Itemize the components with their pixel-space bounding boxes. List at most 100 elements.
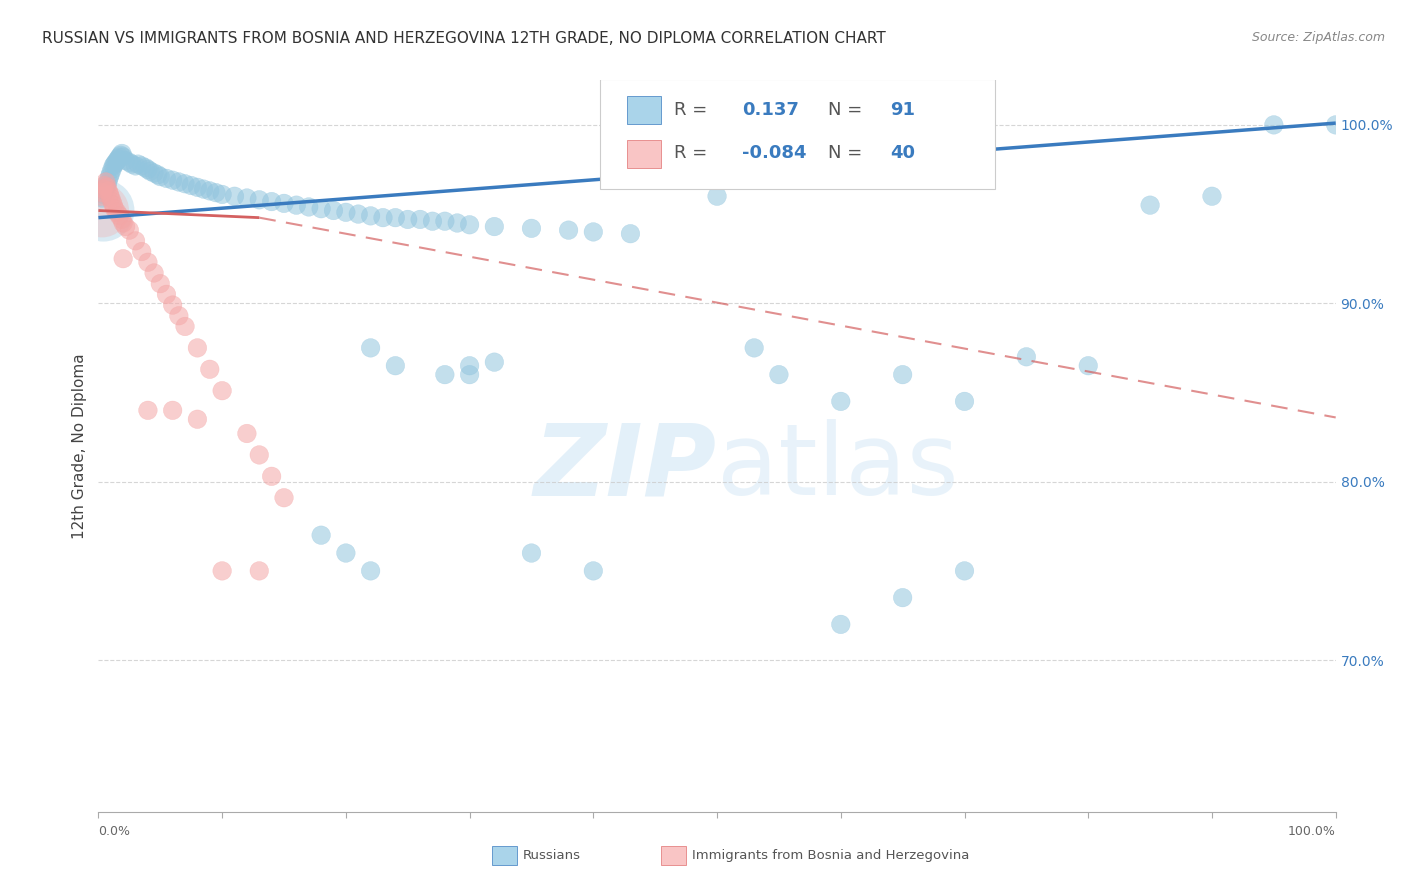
Text: Source: ZipAtlas.com: Source: ZipAtlas.com xyxy=(1251,31,1385,45)
Point xyxy=(91,191,114,205)
Point xyxy=(953,564,976,578)
Point xyxy=(174,177,197,191)
Point xyxy=(94,175,117,189)
Point xyxy=(198,362,221,376)
Point xyxy=(90,189,112,203)
Point xyxy=(143,166,166,180)
Point xyxy=(103,159,125,173)
Point xyxy=(260,469,283,483)
Point xyxy=(96,177,118,191)
Point xyxy=(520,221,543,235)
Point xyxy=(111,146,134,161)
Point xyxy=(309,528,332,542)
Text: -0.084: -0.084 xyxy=(742,145,806,162)
Point xyxy=(100,191,122,205)
Point xyxy=(360,209,382,223)
Point xyxy=(139,164,162,178)
Point xyxy=(458,359,481,373)
Point xyxy=(162,403,184,417)
Point xyxy=(186,341,208,355)
Point xyxy=(136,255,159,269)
Point xyxy=(112,216,135,230)
Point xyxy=(347,207,370,221)
Point xyxy=(1139,198,1161,212)
Point xyxy=(121,157,143,171)
Point xyxy=(458,218,481,232)
Point xyxy=(110,148,132,162)
Point xyxy=(98,169,121,184)
Point xyxy=(409,212,432,227)
Y-axis label: 12th Grade, No Diploma: 12th Grade, No Diploma xyxy=(72,353,87,539)
Point xyxy=(520,546,543,560)
Point xyxy=(131,159,153,173)
Text: ZIP: ZIP xyxy=(534,419,717,516)
Point xyxy=(446,216,468,230)
Point xyxy=(458,368,481,382)
Point xyxy=(146,168,169,182)
Text: RUSSIAN VS IMMIGRANTS FROM BOSNIA AND HERZEGOVINA 12TH GRADE, NO DIPLOMA CORRELA: RUSSIAN VS IMMIGRANTS FROM BOSNIA AND HE… xyxy=(42,31,886,46)
Point xyxy=(433,214,456,228)
Point xyxy=(127,157,149,171)
Text: 0.0%: 0.0% xyxy=(98,825,131,838)
Point xyxy=(1077,359,1099,373)
Point xyxy=(155,171,177,186)
Point xyxy=(112,252,135,266)
Point xyxy=(422,214,444,228)
Point xyxy=(706,189,728,203)
Point xyxy=(101,162,124,177)
Point xyxy=(98,187,121,202)
Point xyxy=(384,359,406,373)
Point xyxy=(108,209,131,223)
Point xyxy=(100,166,122,180)
Point xyxy=(211,187,233,202)
Point xyxy=(1201,189,1223,203)
Point xyxy=(891,591,914,605)
Point xyxy=(247,564,270,578)
Point xyxy=(186,180,208,194)
Point xyxy=(557,223,579,237)
Point xyxy=(104,155,127,169)
Point xyxy=(273,196,295,211)
Point xyxy=(371,211,394,225)
Text: atlas: atlas xyxy=(717,419,959,516)
Point xyxy=(162,173,184,187)
Text: 40: 40 xyxy=(890,145,915,162)
Point xyxy=(91,186,114,200)
Point xyxy=(101,194,124,209)
Point xyxy=(105,153,128,168)
Point xyxy=(97,173,120,187)
Point xyxy=(830,617,852,632)
Point xyxy=(484,219,506,234)
Point xyxy=(162,298,184,312)
Point xyxy=(124,159,146,173)
Point xyxy=(107,152,129,166)
Point xyxy=(582,564,605,578)
Point xyxy=(953,394,976,409)
Point xyxy=(131,244,153,259)
Point xyxy=(335,205,357,219)
Text: Immigrants from Bosnia and Herzegovina: Immigrants from Bosnia and Herzegovina xyxy=(692,849,969,862)
Point xyxy=(93,182,115,196)
Text: 0.137: 0.137 xyxy=(742,101,799,119)
Point xyxy=(108,150,131,164)
Point xyxy=(396,212,419,227)
Text: 91: 91 xyxy=(890,101,915,119)
Point xyxy=(193,182,215,196)
Point xyxy=(96,180,118,194)
Point xyxy=(114,219,136,234)
Point xyxy=(167,309,190,323)
Point xyxy=(93,187,115,202)
Point xyxy=(830,394,852,409)
Point xyxy=(118,223,141,237)
Text: Russians: Russians xyxy=(523,849,581,862)
Point xyxy=(143,266,166,280)
Point xyxy=(247,193,270,207)
Point xyxy=(93,203,115,218)
Point xyxy=(167,175,190,189)
Point xyxy=(335,546,357,560)
Point xyxy=(186,412,208,426)
Point xyxy=(103,202,125,216)
Point xyxy=(211,384,233,398)
Point xyxy=(211,564,233,578)
Point xyxy=(114,153,136,168)
